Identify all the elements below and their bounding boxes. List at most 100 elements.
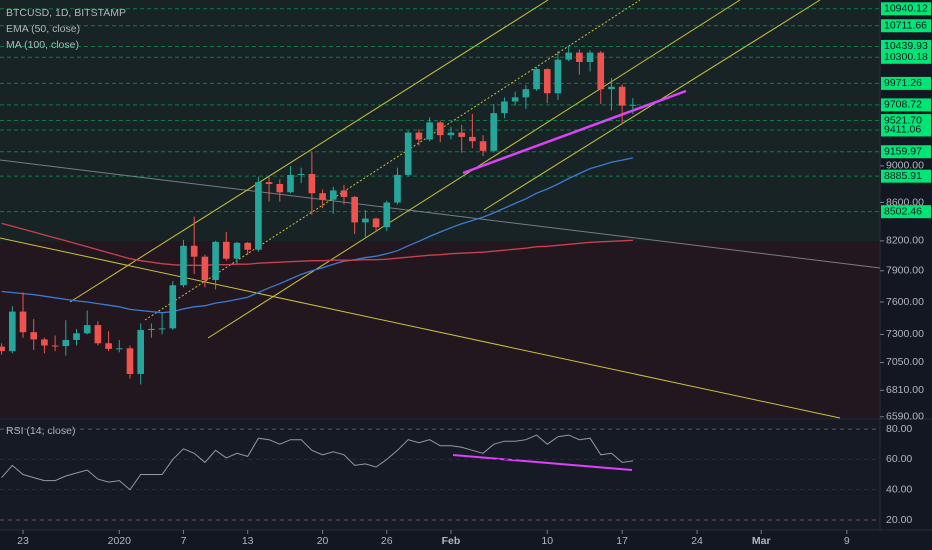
level-label: 9708.72 <box>884 99 922 111</box>
candle-body <box>148 328 155 331</box>
candle-body <box>212 241 219 281</box>
y-tick-label: 40.00 <box>886 483 912 495</box>
x-tick-label: 20 <box>317 535 329 547</box>
candle-body <box>372 218 380 228</box>
level-label: 9159.97 <box>884 146 922 158</box>
level-tag <box>881 39 931 53</box>
y-tick-label: 6810.00 <box>886 384 924 396</box>
legend-entry: EMA (50, close) <box>6 23 80 35</box>
candle-body <box>511 97 519 102</box>
level-label: 8885.91 <box>884 170 922 182</box>
candle-body <box>565 52 572 60</box>
candle-body <box>319 193 326 200</box>
legend-entry: MA (100, close) <box>6 39 79 51</box>
x-tick-label: 2020 <box>108 535 132 547</box>
y-tick-label: 7900.00 <box>886 265 924 277</box>
y-tick-label: 7600.00 <box>886 296 924 308</box>
candle-body <box>447 132 455 136</box>
rsi-divergence <box>452 454 633 471</box>
candle-body <box>73 333 80 340</box>
level-tag <box>881 50 931 64</box>
candle-body <box>297 173 305 175</box>
candle-body <box>501 101 508 114</box>
x-tick-label: Feb <box>442 535 461 547</box>
candle-body <box>469 136 476 142</box>
candle-body <box>597 52 605 90</box>
level-tag <box>881 76 931 90</box>
candle-body <box>629 104 637 106</box>
candle-body <box>383 202 391 228</box>
rsi-pane <box>0 420 880 530</box>
rsi-title: RSI (14, close) <box>6 425 75 437</box>
candle-body <box>190 245 198 257</box>
candle-body <box>394 174 401 203</box>
x-tick-label: Mar <box>752 535 771 547</box>
level-label: 9521.70 <box>884 114 922 126</box>
trend-line <box>0 237 841 419</box>
y-tick-label: 8200.00 <box>886 235 924 247</box>
channel-line <box>69 0 549 303</box>
candle-body <box>51 345 59 347</box>
x-tick-label: 9 <box>844 535 850 547</box>
candle-body <box>30 332 38 340</box>
level-tag <box>881 19 931 33</box>
x-tick-label: 26 <box>381 535 393 547</box>
candle-body <box>404 132 412 175</box>
x-tick-label: 24 <box>691 535 703 547</box>
candle-body <box>169 285 177 329</box>
level-tag <box>881 145 931 159</box>
level-label: 8502.46 <box>884 205 922 217</box>
candle-body <box>41 339 48 346</box>
candle-body <box>554 59 562 94</box>
candle-body <box>83 325 91 334</box>
candle-body <box>137 330 145 374</box>
level-tag <box>881 2 931 16</box>
candle-body <box>479 141 487 151</box>
candle-body <box>490 113 498 151</box>
rsi-line <box>1 434 633 491</box>
level-label: 9971.26 <box>884 77 922 89</box>
level-tag <box>881 205 931 219</box>
candle-body <box>265 182 273 184</box>
candle-body <box>94 325 102 344</box>
level-label: 9411.06 <box>884 124 921 136</box>
x-tick-label: 23 <box>17 535 29 547</box>
candle-body <box>180 245 187 286</box>
y-tick-label: 20.00 <box>886 514 912 526</box>
y-tick-label: 7050.00 <box>886 356 924 368</box>
candle-body <box>222 241 230 259</box>
level-tag <box>881 169 931 183</box>
candle-body <box>586 52 594 63</box>
x-tick-label: 17 <box>616 535 628 547</box>
candle-body <box>105 343 112 349</box>
y-tick-label: 7300.00 <box>886 328 924 340</box>
candle-body <box>351 196 358 223</box>
candle-body <box>287 174 294 193</box>
lower-zone <box>0 241 880 418</box>
candle-body <box>126 348 134 374</box>
candle-body <box>576 52 583 63</box>
candle-body <box>19 311 27 333</box>
channel-line <box>483 0 821 211</box>
candle-body <box>158 328 166 330</box>
candle-body <box>458 132 465 137</box>
x-tick-label: 13 <box>242 535 254 547</box>
candle-body <box>533 69 540 90</box>
y-tick-label: 9000.00 <box>886 160 924 172</box>
support-line <box>462 89 687 175</box>
x-tick-label: 10 <box>541 535 553 547</box>
level-tag <box>881 98 931 112</box>
indicator-line <box>1 157 634 314</box>
candle-body <box>8 311 16 352</box>
level-tag <box>881 123 931 137</box>
candle-body <box>608 86 615 90</box>
candle-body <box>244 242 252 250</box>
y-tick-label: 6590.00 <box>886 411 924 423</box>
upper-zone <box>0 0 880 241</box>
candle-body <box>233 242 241 259</box>
trend-line <box>0 159 881 269</box>
level-label: 10940.12 <box>884 3 928 15</box>
level-label: 10439.93 <box>884 40 928 52</box>
candle-body <box>415 132 423 140</box>
